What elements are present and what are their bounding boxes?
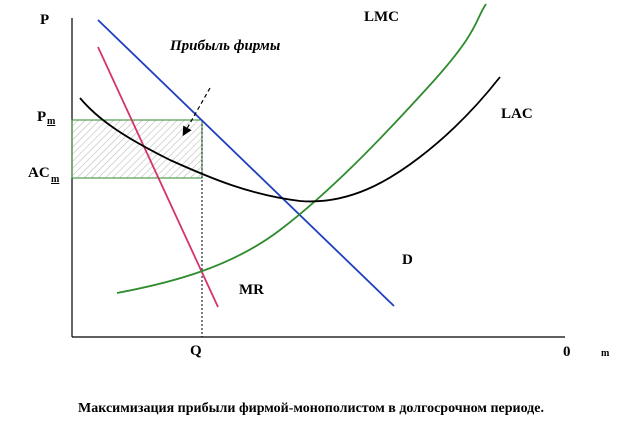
mr-label: MR [239, 282, 264, 298]
x-axis-sub-label: m [601, 348, 610, 359]
demand-curve [97, 19, 395, 307]
caption: Максимизация прибыли фирмой-монополистом… [78, 401, 544, 416]
lmc-label: LMC [364, 9, 399, 25]
lac-label: LAC [501, 106, 533, 122]
profit-area [71, 119, 203, 179]
demand-label: D [402, 252, 413, 268]
q-label: Q [190, 343, 202, 359]
pm-label: P [37, 109, 46, 125]
profit-arrow [182, 87, 211, 137]
x-axis-origin-label: 0 [563, 344, 571, 360]
acm-label: AC [28, 165, 50, 181]
pm-sub-label: m [47, 116, 56, 127]
lmc-curve [116, 3, 487, 294]
profit-label: Прибыль фирмы [169, 38, 280, 54]
acm-sub-label: m [51, 174, 60, 185]
y-axis-label: P [40, 12, 49, 28]
mr-curve [97, 46, 219, 308]
lac-curve [79, 76, 501, 203]
